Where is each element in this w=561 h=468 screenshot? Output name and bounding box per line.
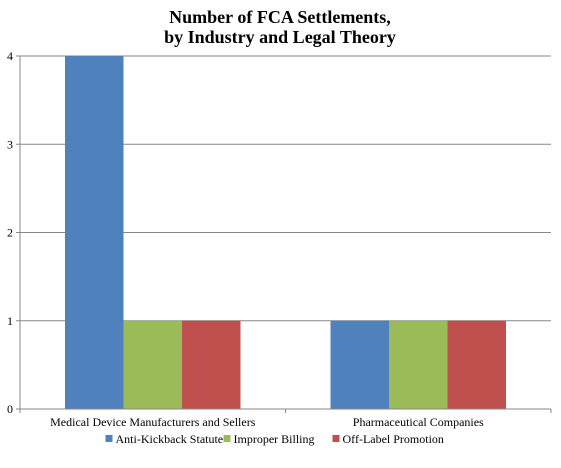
chart-title-line-2: by Industry and Legal Theory <box>164 27 396 47</box>
legend-swatch <box>105 435 113 442</box>
legend-label: Improper Billing <box>234 432 315 446</box>
x-category-label: Medical Device Manufacturers and Sellers <box>50 415 256 429</box>
y-tick-label: 2 <box>7 226 13 240</box>
y-tick-label: 1 <box>7 314 13 328</box>
bar-improper-billing-1 <box>389 320 448 409</box>
y-tick-label: 0 <box>7 402 13 416</box>
legend-swatch <box>332 435 340 442</box>
legend-label: Off-Label Promotion <box>343 432 444 446</box>
y-tick-label: 3 <box>7 137 13 151</box>
bar-anti-kickback-statute-0 <box>65 56 124 409</box>
legend-label: Anti-Kickback Statute <box>116 432 224 446</box>
x-category-label: Pharmaceutical Companies <box>353 415 484 429</box>
chart-title-line-1: Number of FCA Settlements, <box>169 7 391 27</box>
legend-swatch <box>223 435 231 442</box>
y-tick-label: 4 <box>7 49 13 63</box>
legend: Anti-Kickback Statute Improper Billing Off… <box>105 432 444 446</box>
bar-anti-kickback-statute-1 <box>330 320 389 409</box>
bar-off-label-promotion-1 <box>447 320 506 409</box>
bars <box>65 56 506 409</box>
bar-off-label-promotion-0 <box>182 320 241 409</box>
bar-improper-billing-0 <box>123 320 182 409</box>
axes: 0 1 2 3 4 Medical Device Manufacturers and Se… <box>7 49 552 429</box>
